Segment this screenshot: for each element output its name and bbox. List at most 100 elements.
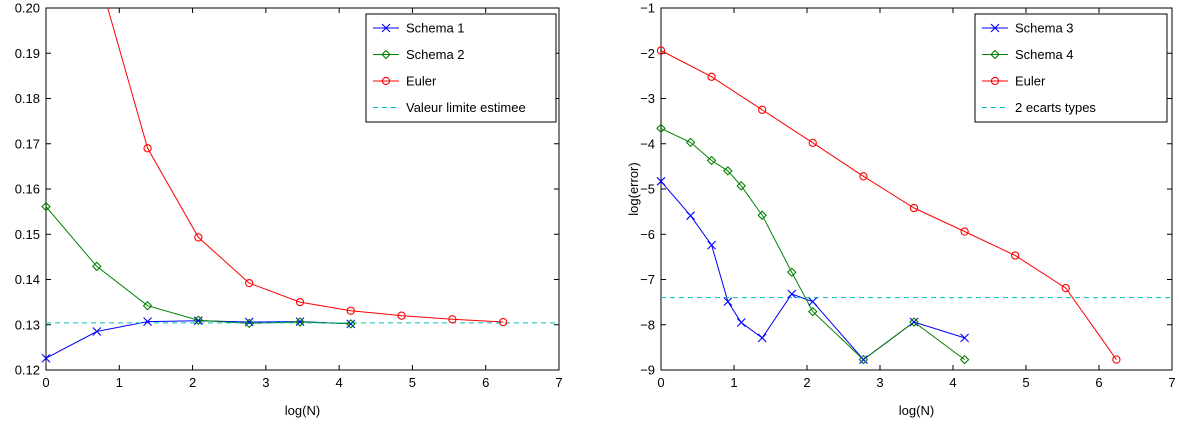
x-axis-label: log(N) — [899, 403, 934, 418]
data-point-schema-4 — [807, 306, 818, 317]
series-line-schema-1 — [46, 320, 351, 359]
y-tick-label: −6 — [640, 227, 655, 242]
data-point-schema-1 — [346, 319, 356, 329]
data-point-schema-3 — [960, 333, 969, 343]
y-tick-label: 0.17 — [15, 136, 40, 151]
x-tick-label: 3 — [262, 375, 269, 390]
legend-box — [365, 13, 557, 123]
y-tick-label: −5 — [640, 182, 655, 197]
data-point-schema-4 — [959, 354, 970, 365]
legend-label-schema-3: Schema 3 — [1015, 21, 1074, 36]
data-point-schema-4 — [909, 317, 919, 327]
x-tick-label: 7 — [555, 375, 562, 390]
y-tick-label: −9 — [640, 363, 655, 378]
data-point-euler — [499, 317, 508, 327]
legend-marker-schema-2 — [381, 49, 391, 60]
data-point-schema-3 — [736, 318, 746, 327]
y-tick-label: −2 — [640, 46, 655, 61]
data-point-schema-2 — [142, 300, 153, 311]
data-point-schema-1 — [193, 316, 203, 326]
y-tick-label: 0.13 — [15, 317, 40, 332]
series-line-schema-2 — [46, 206, 351, 325]
data-point-schema-1 — [92, 327, 102, 336]
y-axis-label: log(error) — [626, 162, 641, 215]
data-point-schema-4 — [787, 267, 797, 278]
x-tick-label: 1 — [730, 375, 737, 390]
data-point-schema-4 — [706, 155, 717, 166]
data-point-schema-2 — [92, 261, 102, 272]
series-markers — [656, 46, 1121, 365]
legend: Schema 1 Schema 2 Euler Valeur limite estim… — [365, 13, 557, 123]
series-line-schema-3 — [661, 180, 965, 361]
data-point-schema-3 — [909, 317, 919, 327]
x-tick-label: 4 — [949, 375, 956, 390]
data-point-schema-4 — [723, 166, 733, 176]
x-tick-label: 1 — [116, 375, 123, 390]
data-point-schema-2 — [41, 201, 51, 212]
data-point-euler — [707, 72, 716, 81]
data-point-schema-3 — [686, 211, 695, 221]
data-point-euler — [346, 306, 355, 315]
legend-label-valeur-limite-estimee: Valeur limite estimee — [406, 100, 526, 115]
x-tick-label: 2 — [189, 375, 196, 390]
legend-marker-schema-3 — [990, 23, 1000, 33]
series-markers — [41, 144, 508, 363]
y-tick-label: 0.12 — [15, 363, 40, 378]
chart-1: 0 1 2 3 4 5 6 7 0.12 0.13 0.14 0.15 0.16 0.17 0.18 0.19… — [15, 1, 563, 419]
data-point-euler — [960, 227, 969, 236]
y-tick-label: 0.15 — [15, 227, 40, 242]
data-point-schema-3 — [723, 297, 733, 307]
series-line-euler — [661, 50, 1117, 360]
x-tick-label: 6 — [1095, 375, 1102, 390]
x-tick-label: 4 — [336, 375, 343, 390]
data-point-euler — [143, 144, 152, 153]
data-point-euler — [397, 311, 406, 320]
data-point-schema-4 — [757, 210, 767, 221]
y-tick-label: −4 — [640, 136, 655, 151]
data-point-schema-3 — [757, 333, 767, 343]
y-tick-label: 0.19 — [15, 46, 40, 61]
x-axis-label: log(N) — [285, 403, 320, 418]
x-tick-label: 3 — [876, 375, 883, 390]
legend-marker-euler — [381, 76, 391, 86]
legend-label-euler: Euler — [1015, 74, 1046, 89]
data-point-schema-1 — [295, 317, 305, 326]
data-point-schema-3 — [808, 297, 818, 307]
chart-2: 0 1 2 3 4 5 6 7 −9 −8 −7 −6 −5 −4 −3 −2 −1 log(N) log(erro… — [626, 1, 1176, 419]
legend-label-schema-4: Schema 4 — [1015, 47, 1074, 62]
data-point-schema-3 — [859, 355, 868, 364]
series-line-schema-4 — [661, 127, 965, 361]
data-point-schema-4 — [685, 137, 696, 148]
y-tick-label: 0.14 — [15, 272, 40, 287]
data-point-schema-3 — [787, 289, 797, 299]
data-point-schema-4 — [858, 354, 869, 365]
data-point-euler — [1011, 251, 1020, 260]
data-point-euler — [656, 46, 666, 55]
data-point-schema-1 — [41, 353, 51, 363]
legend-label-schema-1: Schema 1 — [406, 21, 465, 36]
y-tick-label: 0.20 — [15, 1, 40, 16]
data-point-schema-3 — [656, 176, 666, 186]
y-tick-label: 0.18 — [15, 91, 40, 106]
data-point-euler — [295, 297, 305, 307]
data-point-euler — [758, 105, 767, 114]
data-point-schema-4 — [736, 181, 747, 191]
legend-label-2-ecarts-types: 2 ecarts types — [1015, 100, 1096, 115]
data-point-euler — [1061, 283, 1070, 293]
data-point-schema-2 — [193, 315, 204, 326]
x-tick-label: 2 — [803, 375, 810, 390]
y-tick-label: −8 — [640, 317, 655, 332]
data-point-schema-2 — [346, 319, 356, 329]
legend-label-schema-2: Schema 2 — [406, 47, 465, 62]
data-point-schema-3 — [707, 240, 716, 250]
data-point-schema-2 — [244, 318, 254, 329]
x-tick-label: 7 — [1168, 375, 1175, 390]
legend-marker-schema-4 — [990, 49, 1000, 60]
y-tick-label: −7 — [640, 272, 655, 287]
x-tick-label: 0 — [42, 375, 49, 390]
data-point-euler — [448, 315, 457, 324]
data-point-euler — [194, 233, 203, 242]
data-point-euler — [808, 138, 817, 147]
y-tick-label: 0.16 — [15, 182, 40, 197]
